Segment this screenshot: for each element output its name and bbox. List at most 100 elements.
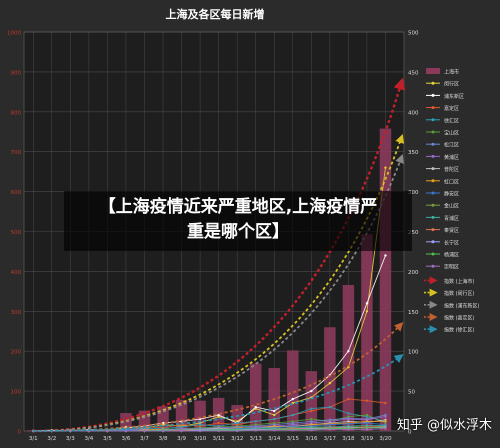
series-point (124, 429, 128, 433)
series-point (347, 422, 350, 426)
legend-swatch (431, 215, 435, 219)
series-point (347, 412, 350, 415)
legend-swatch (431, 228, 435, 232)
x-tick-label: 3/11 (212, 436, 224, 442)
legend-label: 徐汇区 (444, 117, 459, 124)
legend-swatch (431, 118, 435, 122)
right-tick-label: 400 (408, 110, 419, 116)
legend-swatch (431, 191, 435, 195)
series-point (347, 350, 350, 353)
right-tick-label: 200 (408, 270, 419, 276)
right-tick-label: 0 (408, 430, 412, 436)
bar (194, 400, 206, 431)
legend-label: 指数 (上海市) (444, 278, 475, 285)
headline-line-2: 重是哪个区】 (187, 222, 289, 242)
legend-label: 崇明区 (444, 264, 459, 271)
x-tick-label: 3/4 (84, 436, 93, 442)
x-tick-label: 3/5 (103, 436, 112, 442)
right-tick-label: 100 (408, 350, 419, 356)
trend-line (33, 154, 404, 432)
left-tick-label: 200 (11, 350, 22, 356)
legend-label: 静安区 (444, 191, 459, 198)
series-point (69, 429, 72, 433)
legend-label: 金山区 (444, 203, 459, 210)
bar (287, 350, 299, 431)
x-tick-label: 3/1 (29, 436, 38, 442)
series-point (328, 423, 332, 426)
series-point (217, 421, 220, 425)
series-point (384, 415, 387, 418)
legend-swatch (431, 264, 435, 268)
series-point (384, 401, 387, 405)
series-point (384, 166, 387, 169)
right-tick-label: 350 (408, 150, 419, 156)
series-point (347, 397, 350, 401)
legend-label: 指数 (闵行区) (444, 290, 475, 297)
series-point (143, 429, 146, 433)
chart-title: 上海及各区每日新增 (166, 7, 265, 21)
left-tick-label: 0 (18, 430, 22, 436)
legend-label: 黄浦区 (444, 154, 459, 161)
series-point (310, 429, 313, 432)
series-point (384, 254, 387, 257)
series-point (273, 417, 276, 421)
headline-line-1: 【上海疫情近来严重地区,上海疫情严 (98, 197, 378, 217)
series-point (198, 423, 202, 426)
legend-swatch (431, 203, 435, 207)
x-tick-label: 3/2 (47, 436, 56, 442)
headline-banner: 【上海疫情近来严重地区,上海疫情严 重是哪个区】 (64, 191, 412, 251)
series-point (273, 413, 276, 417)
x-tick-label: 3/13 (250, 436, 263, 442)
series-point (291, 429, 294, 432)
legend-label: 青浦区 (444, 215, 459, 222)
legend-label: 指数 (浦东新区) (444, 302, 480, 309)
series-point (365, 399, 369, 402)
watermark: 知乎 @似水浮木 (396, 418, 492, 433)
legend-swatch (431, 93, 435, 97)
series-point (328, 428, 332, 431)
legend-label: 普陀区 (444, 166, 459, 173)
series-point (161, 429, 165, 433)
series-point (254, 405, 257, 409)
series-point (291, 397, 294, 401)
legend-label: 杨浦区 (444, 252, 459, 259)
series-point (365, 413, 369, 417)
x-tick-label: 3/17 (324, 436, 337, 442)
series-point (365, 310, 369, 313)
legend-swatch (426, 68, 440, 74)
x-tick-label: 3/8 (159, 436, 168, 442)
left-tick-label: 300 (11, 310, 22, 316)
series-line (33, 406, 386, 432)
x-tick-label: 3/3 (66, 436, 75, 442)
legend-swatch (431, 167, 435, 171)
bar (342, 284, 355, 431)
series-point (310, 417, 313, 421)
legend-label: 奉贤区 (444, 227, 459, 234)
legend-label: 浦东新区 (444, 93, 464, 100)
trend-line (33, 354, 404, 432)
series-point (235, 421, 239, 425)
right-tick-label: 50 (408, 390, 415, 396)
legend-label: 闵行区 (444, 81, 459, 88)
legend-label: 宝山区 (444, 130, 459, 137)
left-tick-label: 600 (11, 190, 22, 196)
series-point (328, 405, 332, 409)
bar (361, 234, 373, 431)
x-tick-label: 3/7 (140, 436, 149, 442)
x-tick-label: 3/9 (177, 436, 186, 442)
left-tick-label: 100 (11, 390, 22, 396)
legend-swatch (431, 142, 435, 146)
bar (157, 406, 169, 431)
legend-label: 虹口区 (444, 178, 459, 185)
x-tick-label: 3/16 (305, 436, 318, 442)
x-tick-label: 3/12 (231, 436, 243, 442)
x-tick-label: 3/14 (268, 436, 281, 442)
legend-swatch (431, 130, 435, 134)
series-point (198, 429, 202, 433)
bar (324, 327, 336, 431)
legend-swatch (431, 106, 435, 110)
series-point (365, 302, 369, 305)
legend-label: 指数 (嘉定区) (444, 315, 475, 322)
x-tick-label: 3/20 (379, 436, 392, 442)
series-line (33, 428, 386, 432)
